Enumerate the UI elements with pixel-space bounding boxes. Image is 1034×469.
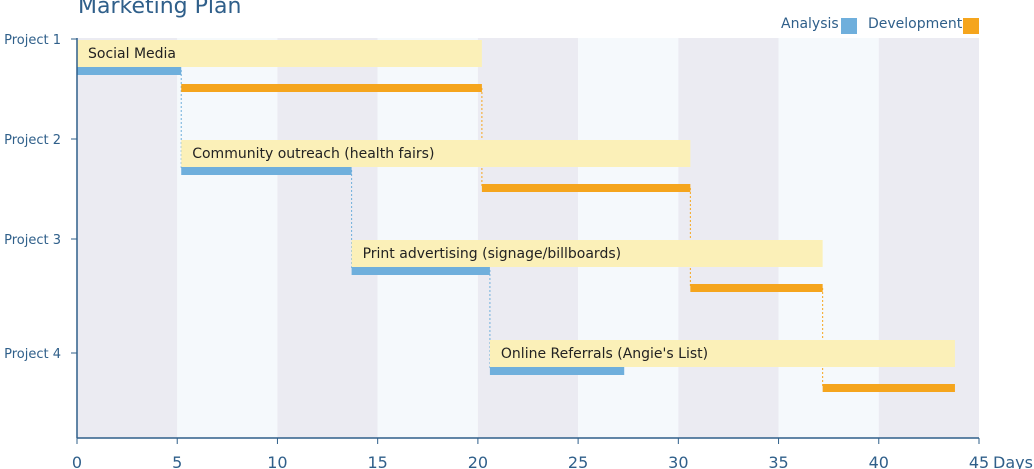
analysis-bar (351, 267, 490, 275)
chart-title: Marketing Plan (78, 0, 242, 19)
development-bar (690, 284, 823, 292)
x-tick-label: 5 (172, 453, 182, 469)
x-tick-label: 45 (969, 453, 989, 469)
x-tick-label: 20 (468, 453, 488, 469)
legend-label-development: Development (868, 16, 963, 32)
y-tick-label: Project 2 (4, 133, 61, 148)
background-band (377, 38, 478, 438)
x-axis-label: Days (993, 453, 1033, 469)
y-tick-label: Project 1 (4, 33, 61, 48)
task-label: Online Referrals (Angie's List) (501, 346, 708, 362)
x-tick-label: 25 (568, 453, 588, 469)
background-band (477, 38, 579, 438)
analysis-bar (489, 367, 625, 375)
y-tick-label: Project 3 (4, 233, 61, 248)
background-band (177, 38, 278, 438)
x-tick-label: 30 (668, 453, 688, 469)
analysis-bar (181, 167, 352, 175)
development-bar (181, 84, 482, 92)
background-band (77, 38, 178, 438)
task-label: Print advertising (signage/billboards) (363, 246, 622, 262)
development-bar (822, 384, 955, 392)
x-tick-label: 40 (869, 453, 889, 469)
background-band (678, 38, 779, 438)
legend-label-analysis: Analysis (781, 16, 839, 32)
task-bar (77, 40, 482, 67)
task-bar (181, 140, 691, 167)
x-tick-label: 35 (768, 453, 788, 469)
task-label: Social Media (88, 46, 176, 62)
legend-swatch-analysis (841, 18, 857, 34)
legend-swatch-development (963, 18, 979, 34)
background-band (778, 38, 879, 438)
task-bar (351, 240, 823, 267)
analysis-bar (77, 67, 182, 75)
background-band (578, 38, 679, 438)
x-tick-label: 10 (267, 453, 287, 469)
task-bar (489, 340, 955, 367)
y-tick-label: Project 4 (4, 347, 61, 362)
development-bar (481, 184, 691, 192)
background-band (878, 38, 979, 438)
task-label: Community outreach (health fairs) (192, 146, 434, 162)
x-tick-label: 15 (367, 453, 387, 469)
x-tick-label: 0 (72, 453, 82, 469)
background-band (277, 38, 378, 438)
